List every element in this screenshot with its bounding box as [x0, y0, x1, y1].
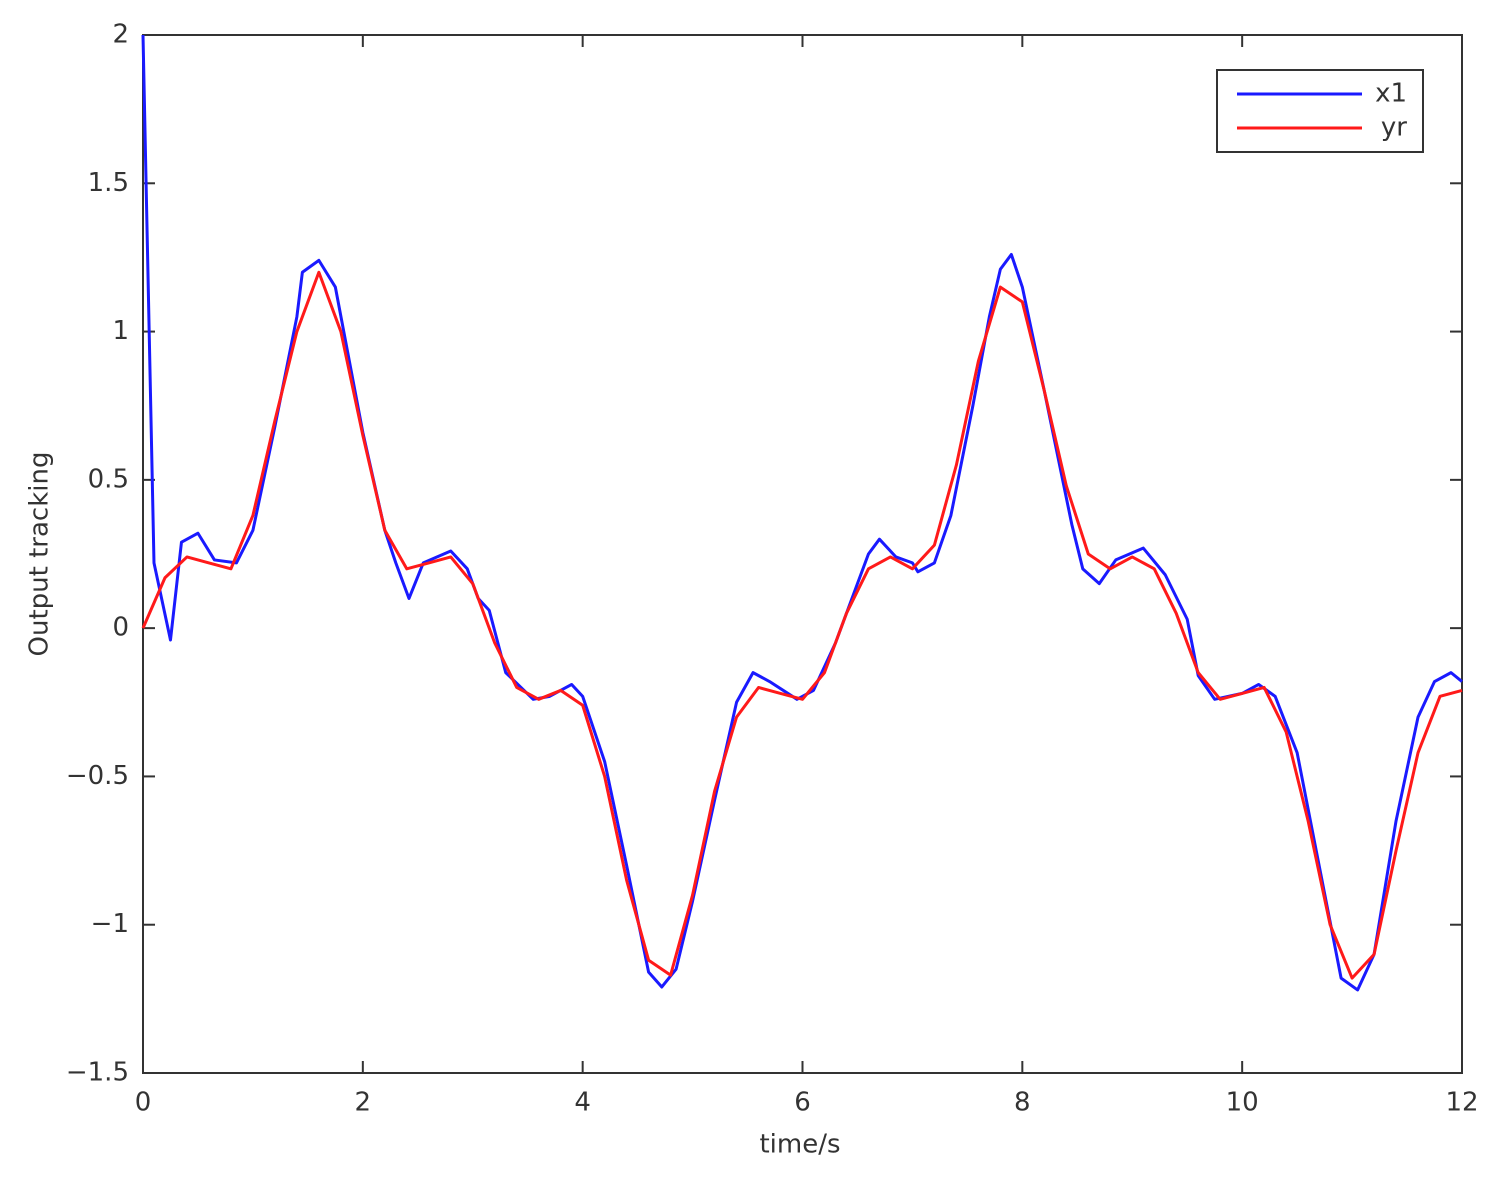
legend-label: yr — [1381, 113, 1407, 143]
x-tick-label: 12 — [1445, 1088, 1478, 1118]
plot-frame — [142, 34, 1463, 1074]
y-tick-label: 0 — [112, 613, 129, 643]
legend-box — [1216, 69, 1424, 153]
x-tick-label: 8 — [1014, 1088, 1031, 1118]
x-tick-label: 6 — [794, 1088, 811, 1118]
x-axis-label: time/s — [759, 1130, 840, 1160]
y-tick-label: 2 — [112, 20, 129, 50]
y-tick-label: 0.5 — [88, 464, 129, 494]
y-tick-label: −1.5 — [66, 1058, 129, 1088]
y-axis-label: Output tracking — [25, 452, 55, 657]
x-tick-label: 10 — [1226, 1088, 1259, 1118]
y-tick-label: −0.5 — [66, 761, 129, 791]
y-tick-label: 1 — [112, 316, 129, 346]
x-tick-label: 2 — [355, 1088, 372, 1118]
x-tick-label: 4 — [574, 1088, 591, 1118]
series-line — [141, 270, 1463, 980]
y-tick-label: −1 — [91, 909, 129, 939]
x-tick-label: 0 — [135, 1088, 152, 1118]
legend-label: x1 — [1375, 79, 1407, 109]
y-tick-label: 1.5 — [88, 168, 129, 198]
